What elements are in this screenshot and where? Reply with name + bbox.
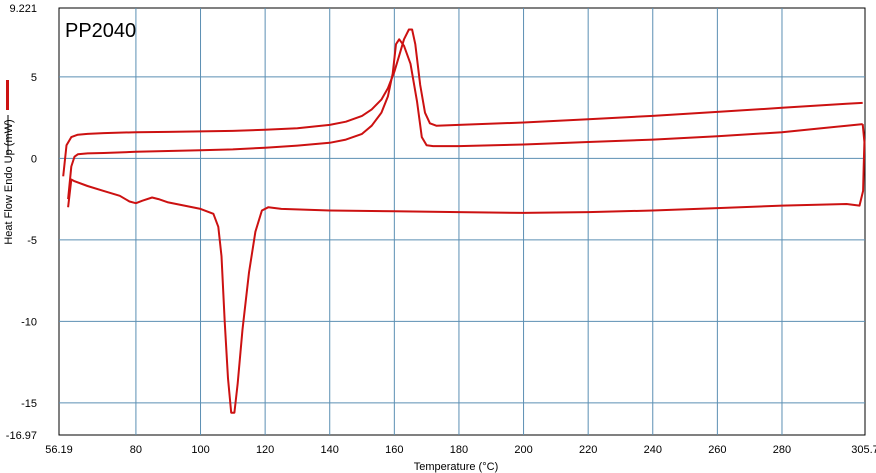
- y-axis-ticks: 9.221 5 0 -5 -10 -15 -16.97: [6, 3, 37, 442]
- grid: [59, 8, 865, 435]
- x-tick-label: 260: [708, 444, 726, 456]
- legend-swatch-group: [6, 80, 9, 155]
- x-axis-title: Temperature (°C): [414, 461, 498, 473]
- y-axis-title: Heat Flow Endo Up (mW): [3, 119, 15, 244]
- x-tick-label: 200: [514, 444, 532, 456]
- x-tick-label: 100: [191, 444, 209, 456]
- y-tick-label: 9.221: [9, 3, 37, 15]
- y-tick-label: -16.97: [6, 430, 37, 442]
- x-tick-label: 240: [644, 444, 662, 456]
- y-tick-label: -10: [21, 316, 37, 328]
- x-tick-label: 120: [256, 444, 274, 456]
- y-tick-label: -5: [27, 235, 37, 247]
- x-tick-label: 220: [579, 444, 597, 456]
- x-tick-label: 140: [321, 444, 339, 456]
- series-layer: [62, 28, 866, 414]
- x-tick-label: 80: [130, 444, 142, 456]
- series-line: [67, 38, 863, 200]
- x-tick-label: 180: [450, 444, 468, 456]
- chart-title: PP2040: [65, 20, 136, 42]
- y-tick-label: 5: [31, 72, 37, 84]
- x-tick-label: 160: [385, 444, 403, 456]
- y-tick-label: 0: [31, 153, 37, 165]
- x-axis-ticks: 56.19 80 100 120 140 160 180 200 220 240 260 280 305…: [45, 444, 876, 456]
- x-tick-label: 56.19: [45, 444, 73, 456]
- x-tick-label: 280: [773, 444, 791, 456]
- y-tick-label: -15: [21, 398, 37, 410]
- plot-area: [58, 7, 866, 436]
- y-axis-title-group: Heat Flow Endo Up (mW): [3, 119, 15, 244]
- legend-swatch-top: [6, 80, 9, 110]
- series-line: [67, 124, 866, 414]
- x-tick-label: 305.7: [851, 444, 876, 456]
